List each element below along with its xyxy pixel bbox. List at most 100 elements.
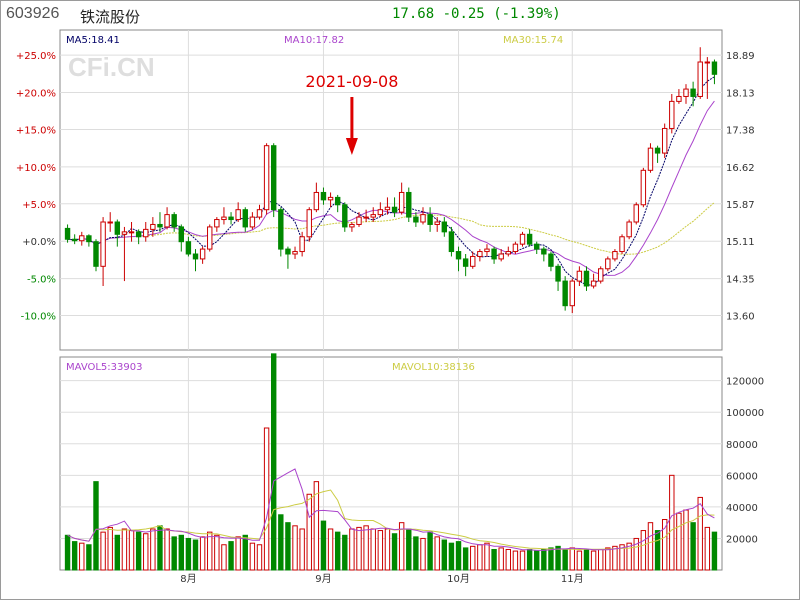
candle-body: [576, 270, 583, 282]
volume-bar: [342, 534, 348, 571]
right-tick-label: 18.13: [726, 89, 755, 100]
candle-body: [221, 216, 227, 221]
volume-bar: [157, 525, 163, 571]
candle-body: [299, 236, 305, 253]
volume-bar: [548, 547, 554, 571]
month-label: 10月: [447, 573, 470, 585]
volume-bar: [135, 531, 142, 571]
candle-body: [249, 216, 256, 228]
volume-bar: [626, 542, 632, 571]
candle-body: [143, 228, 149, 238]
candle-body: [647, 147, 654, 171]
candle-body: [93, 241, 99, 267]
candle-body: [306, 209, 312, 238]
right-tick-label: 14.35: [726, 275, 755, 286]
candle-body: [327, 196, 334, 201]
volume-bar: [498, 547, 504, 571]
volume-bar: [661, 519, 668, 571]
candle-body: [697, 61, 703, 97]
candle-body: [548, 253, 554, 267]
candle-body: [271, 145, 277, 211]
volume-bar: [598, 548, 604, 571]
volume-bar: [349, 528, 355, 571]
candle-body: [86, 235, 92, 243]
candle-body: [334, 196, 341, 206]
volume-bar: [121, 528, 128, 571]
volume-bar: [164, 528, 170, 571]
candle-body: [263, 145, 270, 211]
volume-bar: [633, 537, 639, 571]
candle-body: [320, 191, 327, 201]
volume-bar: [299, 528, 305, 571]
candle-body: [356, 216, 362, 225]
candle-body: [626, 221, 632, 238]
volume-bar: [71, 541, 78, 571]
volume-bar: [263, 427, 270, 571]
candle-body: [711, 61, 718, 75]
volume-bar: [576, 550, 583, 571]
volume-bar: [79, 542, 85, 571]
candle-body: [192, 253, 199, 260]
left-tick-label: -10.0%: [21, 312, 56, 323]
candle-body: [164, 214, 170, 228]
volume-bar: [654, 530, 661, 571]
volume-bar: [470, 545, 476, 571]
price-change: -0.25: [442, 6, 485, 22]
candle-body: [676, 95, 682, 102]
volume-bar: [669, 474, 675, 571]
volume-legend: MAVOL10:38136: [392, 362, 475, 373]
candle-body: [654, 147, 661, 154]
candle-body: [157, 223, 163, 228]
volume-bar: [413, 536, 419, 571]
volume-bar: [534, 550, 540, 571]
volume-bar: [704, 526, 711, 571]
volume-bar: [477, 544, 483, 571]
volume-bar: [441, 539, 448, 571]
candle-body: [278, 209, 284, 250]
candle-body: [285, 248, 291, 255]
volume-bar: [420, 537, 426, 571]
candle-body: [114, 221, 121, 235]
candle-body: [441, 221, 448, 233]
candle-body: [519, 233, 526, 245]
candle-body: [235, 209, 241, 221]
volume-bar: [178, 534, 184, 571]
quote-line: 17.68 -0.25 (-1.39%): [392, 6, 561, 22]
left-tick-label: +0.0%: [22, 237, 56, 248]
candle-body: [121, 231, 128, 235]
volume-bar: [107, 526, 113, 571]
volume-bar: [384, 528, 391, 571]
volume-bar: [690, 522, 696, 571]
volume-bar: [377, 530, 384, 571]
candle-body: [214, 219, 220, 228]
price-change-percent: (-1.39%): [493, 6, 561, 22]
candle-body: [292, 251, 298, 255]
volume-tick-label: 20000: [726, 534, 758, 545]
candle-body: [462, 258, 469, 267]
volume-bar: [185, 537, 192, 571]
ma5-line: [67, 76, 715, 286]
candle-body: [455, 251, 462, 260]
volume-bar: [612, 545, 618, 571]
volume-bar: [363, 525, 369, 571]
volume-bar: [590, 550, 597, 571]
right-tick-label: 17.38: [726, 125, 755, 136]
candle-body: [534, 243, 540, 250]
candle-body: [505, 251, 511, 255]
volume-bar: [448, 542, 455, 571]
price-panel: [59, 29, 723, 351]
candle-body: [384, 206, 391, 211]
volume-tick-label: 120000: [726, 377, 764, 388]
volume-bar: [512, 550, 519, 571]
annotation-date: 2021-09-08: [305, 72, 398, 91]
volume-bar: [221, 544, 227, 571]
candle-body: [512, 243, 519, 253]
candle-body: [612, 251, 618, 260]
candle-body: [178, 226, 184, 243]
candle-body: [526, 233, 533, 245]
volume-bar: [313, 481, 320, 571]
right-tick-label: 18.89: [726, 51, 755, 62]
volume-bar: [171, 536, 177, 571]
volume-bar: [334, 531, 341, 571]
candle-body: [199, 248, 206, 260]
